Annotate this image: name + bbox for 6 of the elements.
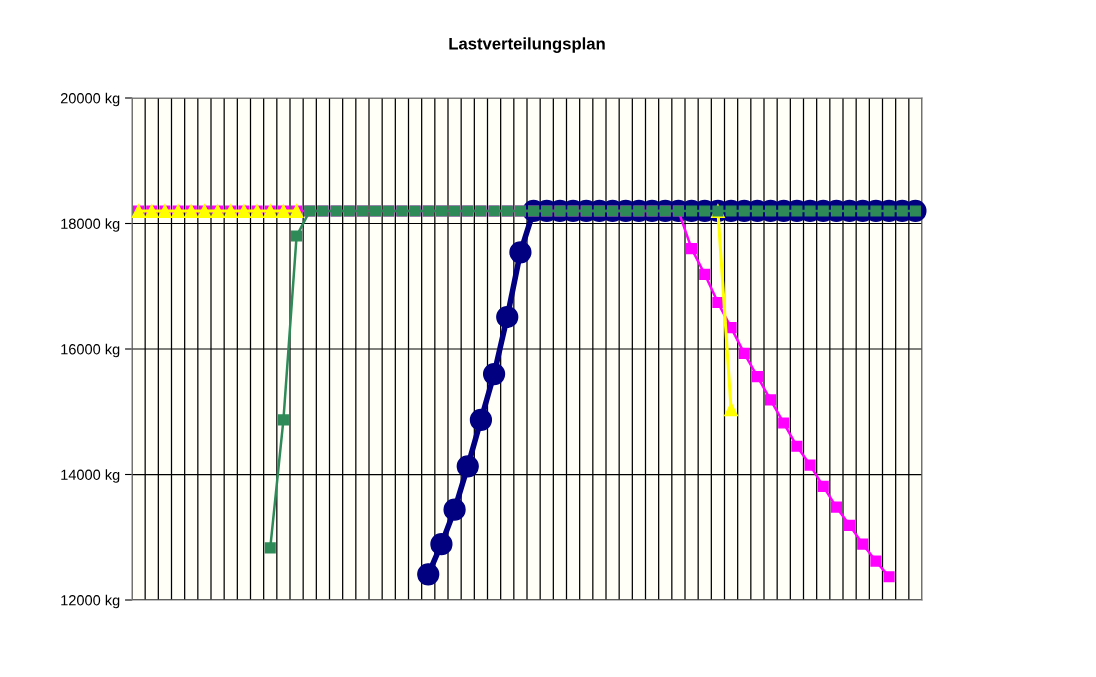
y-tick-label: 20000 kg [60,92,120,107]
y-tick-label: 12000 kg [61,594,120,609]
chart-title: Lastverteilungsplan [449,37,605,53]
y-tick-label: 14000 kg [61,469,120,483]
y-tick-label: 16000 kg [61,343,120,358]
y-tick-label: 18000 kg [61,218,120,232]
